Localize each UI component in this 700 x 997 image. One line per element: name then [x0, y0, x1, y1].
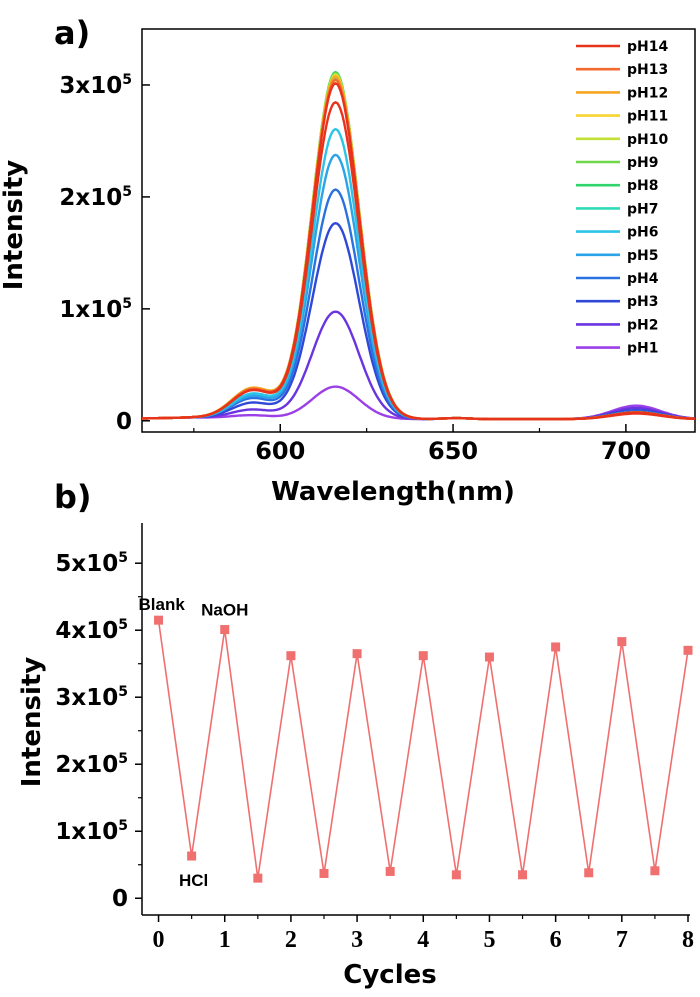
panel-a-y-axis-title: Intensity [0, 160, 29, 291]
annotation-hcl: HCl [179, 871, 208, 890]
legend-label-ph2: pH2 [627, 317, 658, 333]
x-tick-label: 600 [255, 437, 305, 465]
spectrum-highlight [142, 100, 695, 421]
cycle-point [484, 652, 494, 662]
x-tick-label: 7 [616, 927, 628, 953]
y-tick-label: 0 [112, 886, 128, 912]
cycle-point [352, 649, 362, 659]
annotation-blank: Blank [139, 595, 186, 614]
cycle-point [650, 866, 660, 876]
y-tick-label: 5x105 [55, 550, 128, 577]
panel-a-curves [142, 70, 695, 421]
cycle-point [319, 868, 329, 878]
y-tick-label: 2x105 [55, 751, 128, 778]
panel-a-x-axis-title: Wavelength(nm) [271, 477, 515, 507]
panel-a-y-ticks: 0 1x105 2x105 3x105 [59, 72, 150, 435]
y-tick-label: 2x105 [59, 184, 132, 211]
y-tick-label: 1x105 [59, 296, 132, 323]
panel-b-annotations: Blank NaOH HCl [139, 595, 249, 890]
legend-label-ph1: pH1 [627, 341, 658, 357]
legend-label-ph5: pH5 [627, 248, 658, 264]
cycle-point [253, 873, 263, 883]
panel-b-x-ticks: 0 1 2 3 4 5 6 7 8 [153, 915, 694, 953]
legend-label-ph13: pH13 [627, 62, 668, 78]
legend-label-ph8: pH8 [627, 178, 658, 194]
cycle-point [518, 870, 528, 880]
panel-b-y-ticks: 0 1x105 2x105 3x105 4x105 5x105 [55, 550, 142, 912]
x-tick-label: 3 [351, 927, 363, 953]
cycle-point [617, 637, 627, 647]
annotation-naoh: NaOH [201, 601, 248, 620]
panel-a-legend: pH14 pH13 pH12 pH11 pH10 pH9 pH8 pH7 pH6 pH5 pH4 pH… [576, 39, 668, 357]
x-tick-label: 0 [153, 927, 165, 953]
cycle-point [551, 642, 561, 652]
cycle-point [154, 615, 164, 625]
x-tick-label: 2 [285, 927, 297, 953]
legend-label-ph4: pH4 [627, 271, 659, 287]
legend-label-ph11: pH11 [627, 109, 668, 125]
cycle-point [385, 866, 395, 876]
x-tick-label: 1 [219, 927, 231, 953]
legend-label-ph10: pH10 [627, 132, 668, 148]
cycle-point [451, 870, 461, 880]
cycle-point [683, 645, 693, 655]
legend-label-ph9: pH9 [627, 155, 658, 171]
x-tick-label: 5 [483, 927, 495, 953]
y-tick-label: 4x105 [55, 617, 128, 644]
panel-a-label: a) [54, 14, 90, 52]
legend-label-ph12: pH12 [627, 85, 668, 101]
panel-b-x-axis-title: Cycles [343, 960, 436, 990]
cycle-point [418, 651, 428, 661]
panel-b-label: b) [54, 478, 92, 516]
panel-b-series [154, 615, 693, 883]
legend-label-ph14: pH14 [627, 39, 668, 55]
x-tick-label: 4 [417, 927, 429, 953]
cycle-point [220, 625, 230, 635]
x-tick-label: 8 [682, 927, 694, 953]
y-tick-label: 3x105 [55, 684, 128, 711]
y-tick-label: 3x105 [59, 72, 132, 99]
legend-label-ph3: pH3 [627, 294, 658, 310]
x-tick-label: 6 [550, 927, 562, 953]
cycle-point [286, 651, 296, 661]
y-tick-label: 1x105 [55, 818, 128, 845]
panel-b-y-axis-title: Intensity [17, 657, 47, 788]
cycle-point [584, 868, 594, 878]
y-tick-label: 0 [116, 409, 132, 435]
cycle-point [187, 851, 197, 861]
legend-label-ph6: pH6 [627, 225, 658, 241]
x-tick-label: 650 [428, 437, 478, 465]
x-tick-label: 700 [601, 437, 651, 465]
legend-label-ph7: pH7 [627, 201, 658, 217]
panel-a-x-ticks: 600 650 700 [193, 424, 651, 465]
